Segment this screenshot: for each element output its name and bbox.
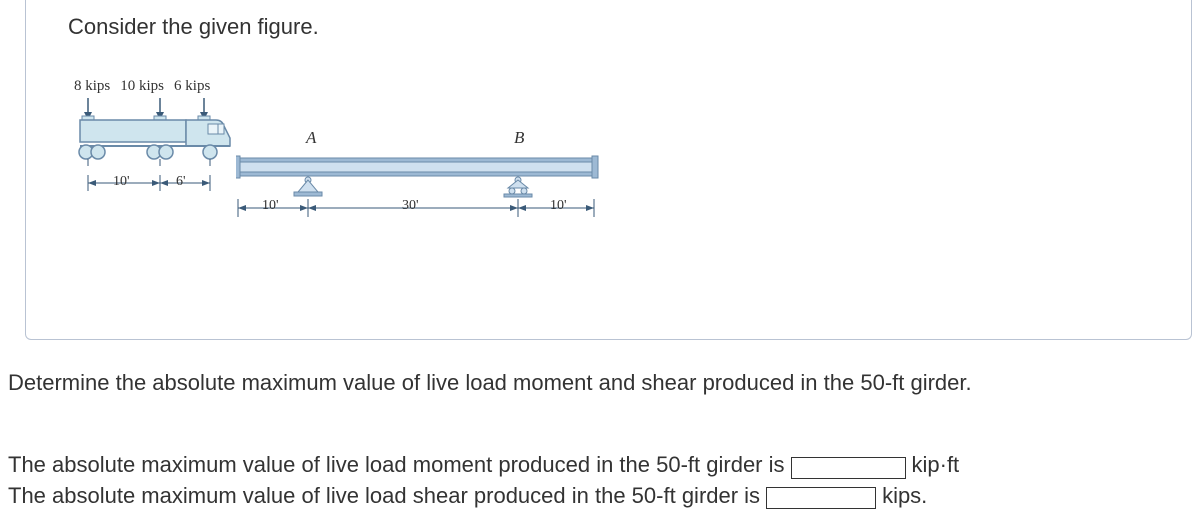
page: Consider the given figure. 8 kips 10 kips… — [0, 0, 1200, 523]
support-label-a: A — [306, 128, 316, 148]
figure-prompt: Consider the given figure. — [68, 14, 319, 40]
support-label-b: B — [514, 128, 524, 148]
load-label-1: 8 kips — [74, 78, 110, 94]
shear-unit: kips. — [882, 481, 927, 512]
shear-answer-row: The absolute maximum value of live load … — [8, 481, 1194, 512]
load-label-3: 6 kips — [174, 78, 210, 94]
shear-answer-text: The absolute maximum value of live load … — [8, 481, 760, 512]
load-label-2: 10 kips — [120, 78, 164, 94]
beam-dim-2: 30' — [402, 198, 419, 214]
truck-dim-1: 10' — [113, 174, 130, 190]
girder-icon — [236, 148, 606, 198]
load-labels: 8 kips 10 kips 6 kips — [74, 78, 220, 95]
truck-icon — [70, 96, 250, 166]
figure-panel: Consider the given figure. 8 kips 10 kips… — [25, 0, 1192, 340]
moment-unit: kip·ft — [912, 450, 960, 481]
moment-answer-input[interactable] — [791, 457, 906, 479]
moment-answer-row: The absolute maximum value of live load … — [8, 450, 1194, 481]
truck-dim-2: 6' — [176, 174, 186, 190]
diagram: 8 kips 10 kips 6 kips — [66, 78, 626, 258]
beam-dim-3: 10' — [550, 198, 567, 214]
shear-answer-input[interactable] — [766, 487, 876, 509]
answer-block: The absolute maximum value of live load … — [8, 450, 1194, 512]
question-text: Determine the absolute maximum value of … — [8, 368, 1192, 398]
moment-answer-text: The absolute maximum value of live load … — [8, 450, 785, 481]
beam-dim-1: 10' — [262, 198, 279, 214]
truck-dimensions — [86, 171, 256, 195]
